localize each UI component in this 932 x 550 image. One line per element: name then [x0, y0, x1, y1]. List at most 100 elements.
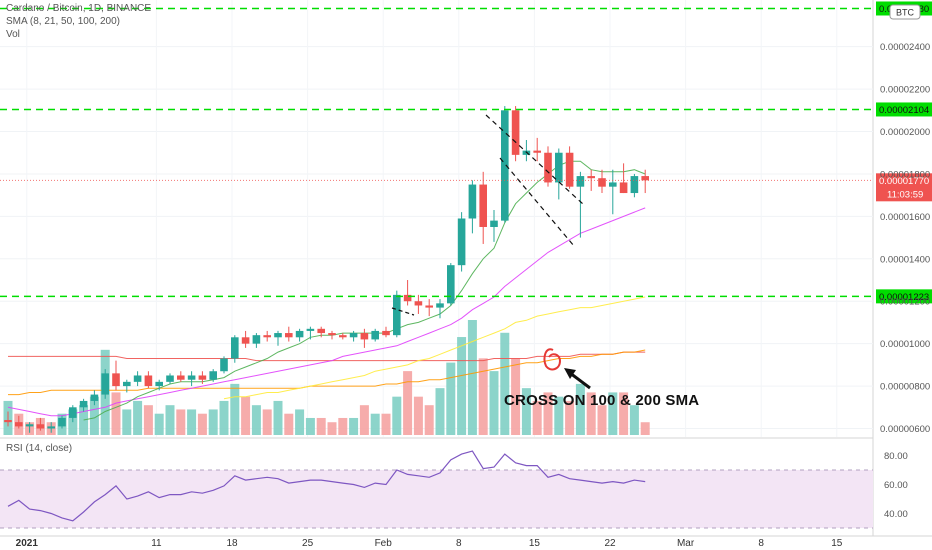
price-tick-label: 0.00001000: [880, 339, 930, 350]
candle-body: [457, 218, 466, 266]
candle-body: [155, 381, 163, 387]
currency-badge: [889, 4, 921, 20]
candle-body: [544, 152, 552, 183]
rsi-legend[interactable]: RSI (14, close): [6, 443, 73, 454]
rsi-path: [7, 450, 646, 522]
candle-body: [641, 176, 649, 181]
channel-lower-line: [499, 157, 575, 247]
volume-bar: [446, 362, 456, 435]
volume-bar: [435, 388, 445, 435]
volume-bar: [619, 392, 629, 435]
time-tick-label: 2021: [16, 538, 39, 549]
volume-bar: [219, 400, 229, 435]
volume-bar: [208, 409, 218, 435]
volume-bar: [262, 409, 272, 435]
time-tick-label: Mar: [677, 538, 695, 549]
time-tick-label: 8: [456, 538, 462, 549]
volume-bar: [89, 396, 99, 435]
rsi-band: [0, 470, 873, 528]
time-tick-label: 25: [302, 538, 314, 549]
candle-body: [133, 375, 142, 382]
candle-body: [220, 358, 228, 372]
time-tick-label: Feb: [375, 538, 393, 549]
volume-bar: [511, 358, 521, 435]
sma50-line: [223, 296, 646, 400]
volume-bar: [230, 383, 240, 435]
volume-bar: [565, 400, 575, 435]
candle-body: [619, 182, 628, 194]
time-tick-label: 15: [529, 538, 541, 549]
candle-body: [587, 176, 595, 179]
price-tick-label: 0.00000800: [880, 382, 930, 393]
candle-body: [166, 375, 174, 382]
candle-body: [79, 400, 88, 408]
candle-body: [36, 424, 45, 429]
candle-body: [209, 371, 217, 380]
sma-legend[interactable]: SMA (8, 21, 50, 100, 200): [6, 16, 120, 27]
volume-bar: [284, 413, 294, 435]
volume-bar: [241, 396, 251, 435]
candle-body: [630, 176, 639, 194]
moving-averages: [7, 160, 646, 421]
volume-bars: [3, 320, 650, 435]
volume-bar: [370, 413, 380, 435]
candle-body: [252, 335, 261, 344]
price-tick-label: 0.00001200: [880, 297, 930, 308]
volume-legend[interactable]: Vol: [6, 29, 20, 40]
candle-body: [360, 333, 369, 340]
candle-body: [306, 328, 315, 331]
volume-bar: [165, 405, 175, 435]
countdown-label: 11:03:59: [887, 189, 923, 200]
rsi-tick-label: 60.00: [884, 480, 908, 491]
last-price-label: 0.00001770: [879, 176, 929, 187]
time-tick-label: 8: [758, 538, 764, 549]
small-trend-line: [391, 307, 415, 316]
candle-body: [382, 330, 390, 336]
volume-bar: [457, 337, 467, 435]
volume-bar: [295, 409, 305, 435]
volume-bar: [467, 320, 477, 435]
volume-bar: [554, 396, 564, 435]
candle-body: [90, 394, 99, 401]
price-tick-label: 0.00002000: [880, 127, 930, 138]
volume-bar: [133, 400, 143, 435]
candle-body: [177, 375, 185, 380]
candle-body: [447, 265, 455, 304]
candle-body: [533, 150, 541, 153]
level-label: 0.00002104: [879, 105, 929, 116]
candle-body: [295, 330, 304, 338]
volume-bar: [349, 417, 359, 435]
volume-bar: [359, 405, 369, 435]
volume-bar: [489, 371, 499, 435]
volume-bar: [586, 392, 596, 435]
trend-drawings: [391, 114, 591, 390]
rsi-line: [7, 450, 646, 522]
volume-bar: [575, 383, 585, 435]
candle-body: [393, 294, 401, 336]
rsi-band-area: [0, 469, 873, 529]
annotation-text: CROSS ON 100 & 200 SMA: [504, 392, 700, 409]
time-tick-label: 15: [831, 538, 843, 549]
volume-bar: [392, 396, 402, 435]
volume-bar: [251, 405, 261, 435]
candle-body: [198, 375, 207, 380]
candle-body: [263, 335, 271, 338]
sma100-line: [8, 349, 646, 396]
chart-title[interactable]: Cardano / Bitcoin, 1D, BINANCE: [6, 3, 152, 14]
volume-bar: [122, 409, 132, 435]
volume-bar: [403, 371, 413, 435]
level-label: 0.00001223: [879, 292, 929, 303]
candle-body: [501, 110, 509, 221]
candle-body: [47, 426, 55, 429]
candle-body: [58, 417, 66, 427]
volume-bar: [273, 400, 283, 435]
time-tick-label: 18: [226, 538, 238, 549]
volume-bar: [176, 409, 186, 435]
volume-bar: [640, 422, 650, 435]
level-tag: [876, 102, 932, 117]
rsi-tick-label: 40.00: [884, 509, 908, 520]
sma21-line: [7, 207, 646, 417]
candle-body: [15, 422, 23, 427]
